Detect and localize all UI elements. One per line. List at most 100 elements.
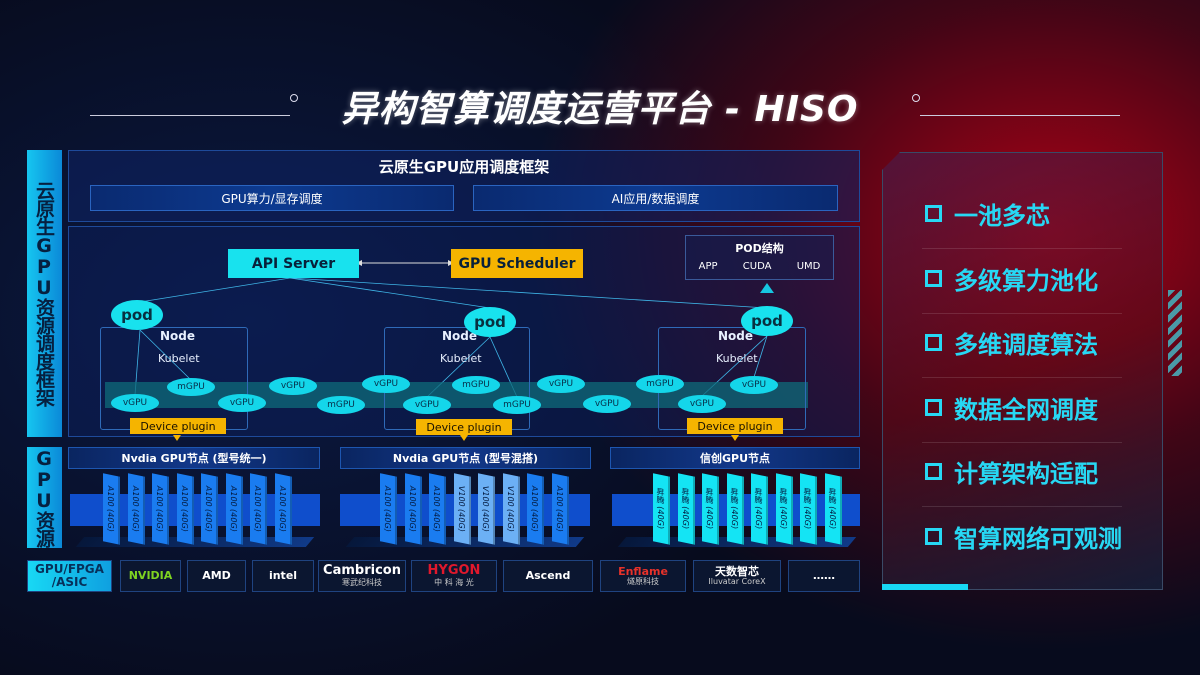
gpu-card: 昇腾 (40G) — [726, 473, 744, 545]
gpu-card: 昇腾 (40G) — [824, 473, 842, 545]
gpu-node-header-3: 信创GPU节点 — [610, 447, 860, 469]
pod-3: pod — [741, 306, 793, 336]
feature-item: 多级算力池化 — [925, 261, 1098, 296]
gpu-node-header-1: Nvdia GPU节点 (型号统一) — [68, 447, 320, 469]
checkbox-icon — [925, 205, 942, 222]
checkbox-icon — [925, 463, 942, 480]
vendor-logo-intel: intel — [252, 560, 314, 592]
vendor-name: intel — [268, 568, 298, 582]
kubelet-label-1: Kubelet — [158, 352, 200, 365]
gpu-unit: vGPU — [111, 394, 159, 412]
feature-divider — [922, 506, 1122, 507]
node-label-2: Node — [442, 329, 478, 343]
gpu-unit: vGPU — [678, 395, 726, 413]
device-plugin-3: Device plugin — [687, 418, 783, 434]
feature-item: 数据全网调度 — [925, 390, 1098, 425]
kubelet-label-3: Kubelet — [716, 352, 758, 365]
gpu-unit: mGPU — [493, 396, 541, 414]
gpu-unit: mGPU — [636, 375, 684, 393]
device-plugin-arrow-2 — [460, 435, 468, 441]
gpu-scheduler-box: GPU Scheduler — [451, 249, 583, 278]
checkbox-icon — [925, 334, 942, 351]
vendor-subtitle: 燧原科技 — [627, 576, 659, 586]
title-divider-right — [920, 115, 1120, 116]
line-api-pod1 — [139, 277, 291, 303]
feature-label: 数据全网调度 — [954, 395, 1098, 424]
feature-label: 计算架构适配 — [954, 460, 1098, 488]
gpu-card: 昇腾 (40G) — [677, 473, 695, 545]
api-server-box: API Server — [228, 249, 359, 278]
feature-divider — [922, 248, 1122, 249]
gpu-unit: vGPU — [218, 394, 266, 412]
feature-divider — [922, 441, 1122, 443]
kubelet-label-2: Kubelet — [440, 352, 482, 365]
feature-panel — [882, 152, 1163, 590]
device-plugin-2: Device plugin — [416, 419, 512, 435]
gpu-card: A100 (40G) — [103, 473, 120, 545]
gpu-node-header-2: Nvdia GPU节点 (型号混搭) — [340, 447, 591, 469]
gpu-card: A100 (40G) — [201, 473, 218, 545]
gpu-card: A100 (40G) — [429, 473, 446, 545]
title-node-right — [912, 94, 920, 102]
vendor-row-label: GPU/FPGA /ASIC — [27, 560, 112, 592]
feature-item: 计算架构适配 — [925, 454, 1098, 489]
pod-1: pod — [111, 300, 163, 330]
line-api-pod2 — [289, 277, 491, 309]
line-pod1-gpu2 — [139, 329, 192, 381]
vendor-logo-hygon: HYGON 中 科 海 光 — [411, 560, 497, 592]
panel-stripe-decoration — [1168, 290, 1182, 376]
vendor-subtitle: 中 科 海 光 — [434, 577, 474, 587]
gpu-card: A100 (40G) — [527, 473, 544, 545]
arrow-head-left — [356, 260, 362, 266]
vendor-logo-: 天数智芯 Iluvatar CoreX — [693, 560, 781, 592]
gpu-card: A100 (40G) — [404, 473, 422, 545]
line-pod3-gpu — [753, 335, 768, 378]
gpu-card: A100 (40G) — [380, 473, 397, 545]
feature-item: 多维调度算法 — [925, 325, 1098, 360]
pod-2: pod — [464, 307, 516, 337]
gpu-card: A100 (40G) — [176, 473, 194, 545]
feature-divider — [922, 377, 1122, 378]
gpu-unit: mGPU — [452, 376, 500, 394]
vendor-logo-nvidia: NVIDIA — [120, 560, 181, 592]
line-api-pod3 — [289, 277, 768, 309]
gpu-card: V100 (40G) — [478, 473, 495, 545]
checkbox-icon — [925, 398, 942, 416]
ai-data-bar: AI应用/数据调度 — [473, 185, 838, 211]
page-title: 异构智算调度运营平台 - HISO — [341, 89, 859, 130]
feature-label: 多维调度算法 — [954, 331, 1098, 359]
gpu-card: A100 (40G) — [152, 473, 169, 545]
gpu-card: V100 (40G) — [453, 473, 471, 545]
framework-side-label: 云原生GPU资源调度框架 — [27, 150, 62, 437]
vendor-name: 天数智芯 — [715, 564, 759, 578]
gpu-card: A100 (40G) — [274, 473, 292, 545]
pod-structure-box: POD结构 APP CUDA UMD — [685, 235, 834, 280]
title-node-left — [290, 94, 298, 102]
gpu-unit: mGPU — [167, 378, 215, 396]
feature-item: 智算网络可观测 — [925, 519, 1122, 554]
node-label-1: Node — [160, 329, 196, 343]
panel-accent-bottom — [882, 584, 968, 590]
vendor-logo-: …… — [788, 560, 860, 592]
device-plugin-arrow-1 — [173, 435, 181, 441]
vendor-subtitle: 寒武纪科技 — [342, 577, 382, 587]
gpu-card: 昇腾 (40G) — [751, 473, 768, 545]
feature-item: 一池多芯 — [925, 196, 1050, 231]
gpu-unit: vGPU — [269, 377, 317, 395]
pod-structure-arrow — [760, 283, 774, 293]
pod-structure-title: POD结构 — [735, 242, 784, 255]
vendor-name: Enflame — [618, 564, 668, 578]
gpu-unit: vGPU — [362, 375, 410, 393]
device-plugin-arrow-3 — [731, 435, 739, 441]
vendor-name: NVIDIA — [128, 568, 173, 582]
vendor-logo-enflame: Enflame 燧原科技 — [600, 560, 686, 592]
checkbox-icon — [925, 269, 942, 287]
pod-structure-umd: UMD — [796, 261, 821, 272]
gpu-compute-bar: GPU算力/显存调度 — [90, 185, 454, 211]
gpu-unit: vGPU — [583, 395, 631, 413]
vendor-name: HYGON — [427, 563, 481, 579]
gpu-unit: mGPU — [317, 396, 365, 414]
feature-label: 多级算力池化 — [954, 266, 1098, 295]
gpu-card: A100 (40G) — [250, 473, 267, 545]
gpu-card: 昇腾 (40G) — [653, 473, 670, 545]
